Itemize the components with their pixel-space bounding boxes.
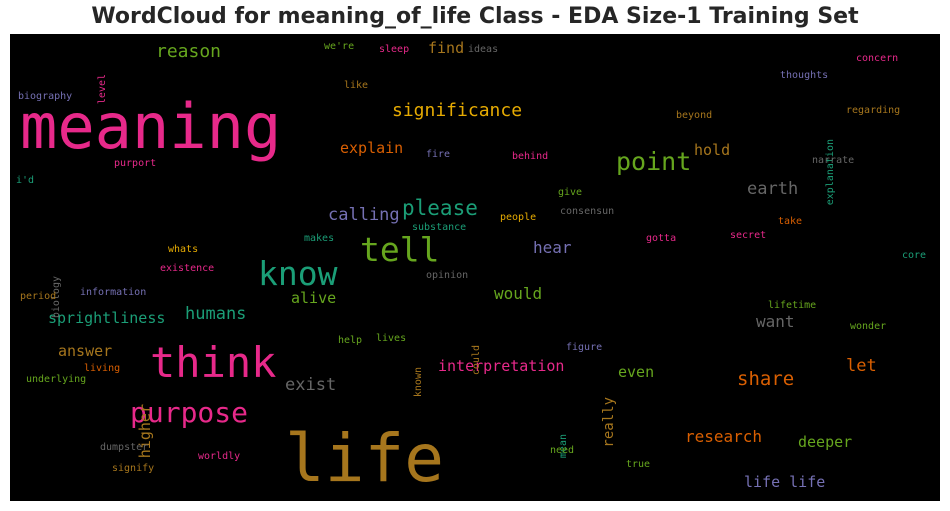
word-biography: biography — [18, 91, 73, 102]
word-ideas: ideas — [468, 44, 499, 55]
word-need: need — [550, 445, 575, 456]
word-fire: fire — [426, 149, 451, 160]
word-figure: figure — [566, 342, 603, 353]
word-signify: signify — [112, 463, 155, 474]
word-could: could — [471, 345, 482, 376]
word-earth: earth — [747, 179, 799, 199]
word-opinion: opinion — [426, 270, 469, 281]
word-point: point — [616, 147, 692, 176]
word-existence: existence — [160, 263, 215, 274]
word-research: research — [685, 427, 763, 446]
word-consensun: consensun — [560, 206, 615, 217]
word-purpose: purpose — [130, 396, 249, 429]
word-humans: humans — [185, 304, 247, 324]
word-share: share — [737, 368, 795, 390]
chart-title: WordCloud for meaning_of_life Class - ED… — [91, 4, 859, 29]
word-meaning: meaning — [20, 90, 282, 163]
word-deeper: deeper — [798, 433, 853, 451]
word-hold: hold — [694, 141, 731, 159]
word-regarding: regarding — [846, 105, 901, 116]
word-secret: secret — [730, 230, 767, 241]
word-think: think — [150, 338, 277, 387]
word-worldly: worldly — [198, 451, 241, 462]
word-known: known — [413, 367, 424, 398]
word-dumpster: dumpster — [100, 442, 149, 453]
word-help: help — [338, 335, 363, 346]
word-even: even — [618, 363, 655, 381]
word-find: find — [428, 39, 465, 57]
word-concern: concern — [856, 53, 899, 64]
word-exist: exist — [285, 375, 337, 395]
wordcloud-canvas: meaning life think know tell purpose point plea… — [10, 34, 940, 501]
word-behind: behind — [512, 151, 549, 162]
word-living: living — [84, 363, 121, 374]
word-people: people — [500, 212, 537, 223]
word-whats: whats — [168, 244, 199, 255]
word-hear: hear — [533, 238, 572, 257]
word-give: give — [558, 187, 583, 198]
word-interpretation: interpretation — [438, 357, 565, 375]
word-substance: substance — [412, 222, 467, 233]
word-beyond: beyond — [676, 110, 713, 121]
word-narrate: narrate — [812, 155, 855, 166]
word-lives: lives — [376, 333, 407, 344]
word-reason: reason — [156, 41, 222, 62]
word-information: information — [80, 287, 147, 298]
word-true: true — [626, 459, 651, 470]
word-would: would — [494, 284, 543, 303]
word-makes: makes — [304, 233, 335, 244]
word-sprightliness: sprightliness — [48, 309, 166, 327]
word-core: core — [902, 250, 927, 261]
word-purport: purport — [114, 158, 157, 169]
word-tell: tell — [360, 230, 440, 269]
word-life: life — [285, 420, 444, 497]
word-calling: calling — [328, 205, 400, 225]
word-answer: answer — [58, 342, 113, 360]
word-significance: significance — [392, 100, 523, 121]
word-gotta: gotta — [646, 233, 677, 244]
word-take: take — [778, 216, 803, 227]
word-please: please — [402, 196, 478, 220]
word-like: like — [344, 80, 369, 91]
word-explanation: explanation — [825, 139, 836, 206]
word-life-life: life life — [744, 473, 826, 491]
word-level: level — [97, 74, 108, 105]
word-want: want — [756, 312, 795, 331]
word-we-re: we're — [324, 41, 355, 52]
word-sleep: sleep — [379, 44, 410, 55]
word-i-d: i'd — [16, 175, 35, 186]
word-alive: alive — [291, 289, 337, 307]
word-thoughts: thoughts — [780, 70, 829, 81]
word-wonder: wonder — [850, 321, 887, 332]
word-lifetime: lifetime — [768, 300, 817, 311]
word-underlying: underlying — [26, 374, 87, 385]
word-period: period — [20, 291, 57, 302]
word-explain: explain — [340, 139, 404, 157]
word-know: know — [258, 254, 338, 293]
word-let: let — [846, 356, 877, 376]
word-really: really — [601, 397, 617, 448]
